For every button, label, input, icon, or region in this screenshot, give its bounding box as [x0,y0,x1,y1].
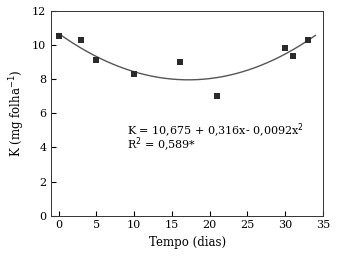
Point [177,60,182,64]
Text: K = 10,675 + 0,316x- 0,0092x$^2$: K = 10,675 + 0,316x- 0,0092x$^2$ [127,122,303,140]
Point [215,94,220,98]
Text: R$^2$ = 0,589*: R$^2$ = 0,589* [127,136,196,154]
Point [131,72,137,76]
Y-axis label: K (mg folha$^{-1}$): K (mg folha$^{-1}$) [7,69,27,157]
Point [282,46,288,50]
Point [305,38,310,42]
Point [94,58,99,62]
X-axis label: Tempo (dias): Tempo (dias) [149,236,226,249]
Point [79,38,84,42]
Point [56,34,61,38]
Point [290,54,296,58]
